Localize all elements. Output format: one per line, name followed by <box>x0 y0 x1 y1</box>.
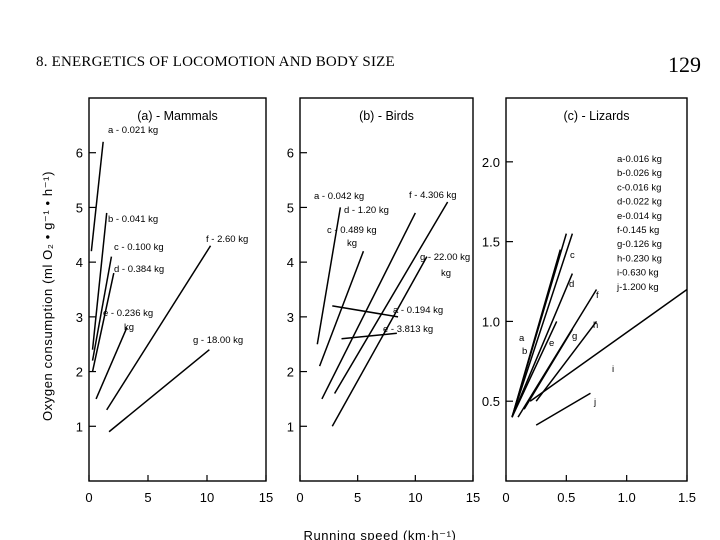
legend-entry: d-0.022 kg <box>617 197 662 208</box>
panel-frame-2 <box>299 97 474 482</box>
series-label: i <box>612 364 614 375</box>
series-line <box>535 320 598 402</box>
y-tick-label: 1.5 <box>482 235 500 250</box>
series-label: e - 3.813 kg <box>383 324 433 335</box>
series-label: c <box>570 250 575 261</box>
series-label: e - 0.236 kg <box>103 308 153 319</box>
series-line <box>341 332 397 340</box>
x-tick-label: 10 <box>200 490 214 505</box>
x-tick-label: 15 <box>259 490 273 505</box>
series-label: a - 0.021 kg <box>108 125 158 136</box>
y-tick-label: 1 <box>76 419 83 434</box>
series-label: a - 0.042 kg <box>314 191 364 202</box>
y-tick-label: 4 <box>287 255 294 270</box>
series-line <box>91 272 115 372</box>
x-tick-label: 1.5 <box>678 490 696 505</box>
x-tick-label: 15 <box>466 490 480 505</box>
series-label: d - 0.384 kg <box>114 264 164 275</box>
panel-title-3: (c) - Lizards <box>564 109 630 123</box>
y-tick-label: 5 <box>287 200 294 215</box>
y-tick-label: 5 <box>76 200 83 215</box>
x-axis-title: Running speed (km·h⁻¹) <box>303 528 456 540</box>
panel-title-1: (a) - Mammals <box>137 109 218 123</box>
y-tick-label: 1 <box>287 419 294 434</box>
y-tick-label: 2.0 <box>482 155 500 170</box>
series-line <box>523 329 574 410</box>
series-label-unit: kg <box>441 268 451 279</box>
series-label-unit: kg <box>124 322 134 333</box>
legend-entry: h-0.230 kg <box>617 253 662 264</box>
series-label: e <box>549 338 554 349</box>
series-line <box>91 256 113 361</box>
y-tick-label: 0.5 <box>482 394 500 409</box>
x-tick-label: 0.5 <box>557 490 575 505</box>
series-label: d <box>569 279 574 290</box>
series-line <box>91 212 108 350</box>
series-label: f - 4.306 kg <box>409 190 457 201</box>
series-label: a <box>519 333 525 344</box>
x-tick-label: 0 <box>296 490 303 505</box>
series-label: d - 1.20 kg <box>344 205 389 216</box>
series-line <box>333 201 449 394</box>
y-tick-label: 6 <box>76 146 83 161</box>
y-tick-label: 1.0 <box>482 314 500 329</box>
legend-entry: c-0.016 kg <box>617 182 661 193</box>
series-label: j <box>593 397 596 408</box>
series-line <box>95 327 128 400</box>
page-number: 129 <box>668 52 701 77</box>
series-line <box>529 288 688 402</box>
series-line <box>108 349 210 433</box>
x-tick-label: 5 <box>144 490 151 505</box>
series-line <box>321 212 417 400</box>
series-line <box>331 256 428 427</box>
y-tick-label: 3 <box>287 310 294 325</box>
series-label: c - 0.100 kg <box>114 242 164 253</box>
legend-entry: g-0.126 kg <box>617 239 662 250</box>
y-tick-label: 3 <box>76 310 83 325</box>
legend-entry: i-0.630 kg <box>617 268 659 279</box>
y-tick-label: 6 <box>287 146 294 161</box>
series-label: g - 18.00 kg <box>193 335 243 346</box>
panel-frame-1 <box>88 97 267 482</box>
y-tick-label: 4 <box>76 255 83 270</box>
series-line <box>511 273 574 418</box>
series-label: b <box>522 346 527 357</box>
series-label-unit: kg <box>347 238 357 249</box>
page-header: 8. ENERGETICS OF LOCOMOTION AND BODY SIZ… <box>0 0 720 90</box>
series-line <box>90 141 104 252</box>
legend-entry: e-0.014 kg <box>617 211 662 222</box>
series-label: g <box>572 331 577 342</box>
x-tick-label: 0 <box>502 490 509 505</box>
series-label: f <box>596 290 599 301</box>
series-label: a - 0.194 kg <box>393 305 443 316</box>
y-tick-label: 2 <box>287 365 294 380</box>
chapter-title: 8. ENERGETICS OF LOCOMOTION AND BODY SIZ… <box>36 54 395 70</box>
series-label: h <box>593 320 598 331</box>
series-line <box>511 233 574 418</box>
series-label: g - 22.00 kg <box>420 252 470 263</box>
x-tick-label: 1.0 <box>618 490 636 505</box>
y-tick-label: 2 <box>76 365 83 380</box>
series-line <box>332 305 399 318</box>
x-tick-label: 10 <box>408 490 422 505</box>
legend-entry: j-1.200 kg <box>616 282 659 293</box>
series-label: b - 0.041 kg <box>108 214 158 225</box>
series-line <box>106 245 212 411</box>
panel-title-2: (b) - Birds <box>359 109 414 123</box>
series-label: c - 0.489 kg <box>327 225 377 236</box>
series-line <box>316 207 342 345</box>
series-label: f - 2.60 kg <box>206 234 248 245</box>
x-tick-label: 0 <box>85 490 92 505</box>
legend-entry: b-0.026 kg <box>617 168 662 179</box>
series-line <box>318 250 365 367</box>
legend-entry: f-0.145 kg <box>617 225 659 236</box>
legend-entry: a-0.016 kg <box>617 154 662 165</box>
y-axis-title: Oxygen consumption (ml O₂ • g⁻¹ • h⁻¹) <box>40 171 55 421</box>
series-line <box>511 321 558 418</box>
x-tick-label: 5 <box>354 490 361 505</box>
series-line <box>511 233 568 418</box>
series-line <box>535 392 591 426</box>
